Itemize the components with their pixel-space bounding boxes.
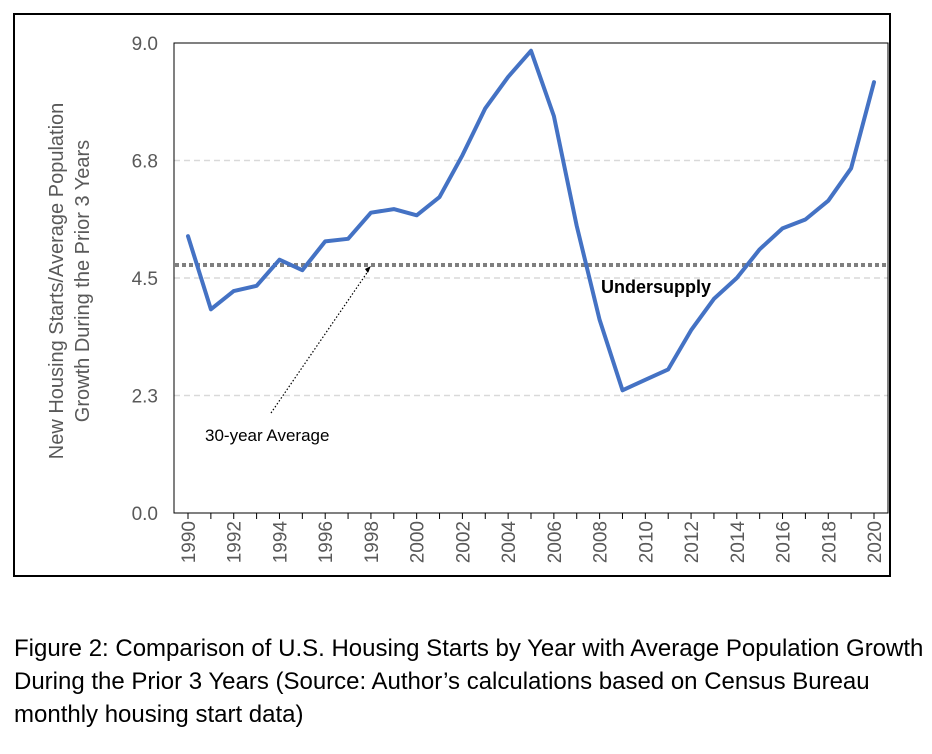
y-tick-label: 6.8 [132, 152, 158, 173]
x-tick-label: 2000 [408, 521, 429, 563]
y-tick-label: 2.3 [132, 387, 158, 408]
x-tick-label: 2010 [636, 521, 657, 563]
x-tick-label: 2020 [865, 521, 886, 563]
x-tick-label: 2018 [819, 521, 840, 563]
x-tick-label: 2014 [728, 521, 749, 564]
x-tick-label: 1998 [362, 521, 383, 563]
y-axis-title-line-1: New Housing Starts/Average Population [46, 103, 68, 460]
y-tick-label: 9.0 [132, 34, 158, 55]
x-tick-label: 2012 [682, 521, 703, 563]
series-line [186, 48, 876, 393]
annotation-arrowhead [364, 265, 371, 273]
x-tick-label: 1990 [179, 521, 200, 563]
line-chart: New Housing Starts/Average Population Gr… [46, 34, 889, 564]
x-tick-label: 2006 [545, 521, 566, 563]
x-tick-label: 2008 [591, 521, 612, 563]
x-tick-label: 2004 [499, 521, 520, 564]
annotation-undersupply: Undersupply [601, 277, 711, 297]
y-tick-label: 0.0 [132, 504, 158, 525]
annotation-leader-line [270, 269, 370, 414]
x-tick-label: 1994 [270, 521, 291, 564]
x-tick-label: 1992 [225, 521, 246, 563]
x-tick-label: 2016 [774, 521, 795, 563]
figure-caption: Figure 2: Comparison of U.S. Housing Sta… [14, 635, 924, 728]
y-axis-title-line-2: Growth During the Prior 3 Years [72, 140, 94, 422]
x-tick-label: 2002 [453, 521, 474, 563]
annotation-30-year-average: 30-year Average [205, 426, 329, 445]
y-tick-label: 4.5 [132, 269, 158, 290]
x-tick-label: 1996 [316, 521, 337, 563]
chart-frame: New Housing Starts/Average Population Gr… [13, 13, 891, 577]
